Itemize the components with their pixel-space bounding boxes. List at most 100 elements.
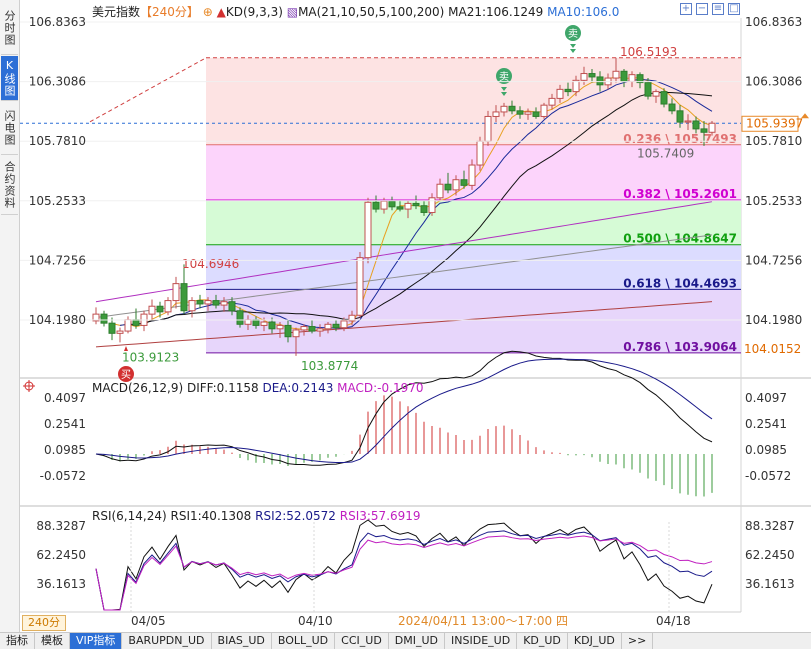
tab-kdj[interactable]: KDJ_UD — [568, 633, 622, 649]
candle — [204, 297, 212, 311]
rsi-params[interactable]: RSI(6,14,24) — [92, 509, 167, 523]
indicator-tab-bar: 指标 模板 VIP指标 BARUPDN_UD BIAS_UD BOLL_UD C… — [0, 632, 811, 649]
candle — [508, 100, 516, 115]
macd-tick-right: 0.2541 — [745, 417, 787, 431]
tab-kline-chart[interactable]: K线图 — [1, 56, 18, 101]
ma-label[interactable]: MA(21,10,50,5,100,200) — [298, 5, 445, 19]
tab-bias[interactable]: BIAS_UD — [212, 633, 272, 649]
price-tick-right: 104.1980 — [745, 313, 802, 327]
candle — [116, 327, 124, 343]
high-price-label: 106.5193 — [620, 45, 677, 59]
candle — [276, 322, 284, 338]
candle — [316, 324, 324, 337]
rsi-tick-left: 36.1613 — [36, 577, 86, 591]
macd-tick-left: 0.4097 — [44, 391, 86, 405]
candle — [556, 84, 564, 103]
time-label-0405: 04/05 — [131, 614, 166, 628]
fib-level-label: 0.236 \ 105.7493 — [623, 132, 737, 146]
candle — [564, 82, 572, 97]
sell-signal-marker-2[interactable]: 卖 — [496, 68, 512, 96]
tab-flash-chart[interactable]: 闪电图 — [1, 102, 18, 155]
candle — [460, 170, 468, 189]
candle — [588, 69, 596, 83]
buy-signal-marker[interactable]: 买 — [118, 346, 134, 382]
ma21-value: MA21:106.1249 — [448, 5, 544, 19]
candle — [332, 319, 340, 332]
tab-time-chart[interactable]: 分时图 — [1, 2, 18, 55]
candle — [228, 297, 236, 316]
candle — [372, 195, 380, 213]
rsi1-value: RSI1:40.1308 — [170, 509, 252, 523]
candle — [292, 327, 300, 356]
price-tick-left: 105.2533 — [29, 194, 86, 208]
tab-inside[interactable]: INSIDE_UD — [445, 633, 518, 649]
left-high-label: 104.6946 — [182, 257, 239, 271]
macd-diff-line — [95, 350, 713, 466]
zoom-in-icon[interactable]: + — [680, 3, 692, 15]
price-tick-right: 104.7256 — [745, 253, 802, 267]
tab-contract-info[interactable]: 合约资料 — [1, 156, 18, 215]
candle — [636, 72, 644, 89]
macd-tick-left: -0.0572 — [40, 469, 86, 483]
maximize-icon[interactable]: □ — [728, 3, 740, 15]
price-tick-right: 106.3086 — [745, 75, 802, 89]
tab-templates[interactable]: 模板 — [35, 633, 70, 649]
settings-icon[interactable]: ≡ — [712, 3, 724, 15]
rsi-tick-right: 62.2450 — [745, 548, 795, 562]
candle — [660, 88, 668, 108]
tab-kd[interactable]: KD_UD — [517, 633, 568, 649]
period-tag[interactable]: 【240分】 — [140, 5, 199, 19]
candle — [164, 297, 172, 316]
candle — [180, 264, 188, 315]
candle — [484, 110, 492, 146]
rsi-tick-right: 88.3287 — [745, 519, 795, 533]
candle — [92, 307, 100, 325]
candle — [220, 297, 228, 312]
rsi-axis: 88.3287 88.3287 62.2450 62.2450 36.1613 36.16… — [36, 519, 794, 591]
rsi-tick-left: 88.3287 — [36, 519, 86, 533]
rsi3-value: RSI3:57.6919 — [339, 509, 421, 523]
sell-signal-marker-1[interactable]: 卖 — [565, 25, 581, 53]
fibonacci-zones — [206, 57, 741, 353]
candle — [540, 102, 548, 119]
price-tick-right: 105.2533 — [745, 194, 802, 208]
rsi-panel: 88.3287 88.3287 62.2450 62.2450 36.1613 36.16… — [36, 519, 795, 611]
tab-boll[interactable]: BOLL_UD — [272, 633, 336, 649]
candle — [148, 299, 156, 320]
candle — [548, 93, 556, 110]
tab-vip-indicators[interactable]: VIP指标 — [70, 633, 123, 649]
time-label-0418: 04/18 — [656, 614, 691, 628]
candle — [348, 310, 356, 326]
tab-more[interactable]: >> — [622, 633, 654, 649]
candle — [300, 324, 308, 336]
price-tick-left: 104.7256 — [29, 253, 86, 267]
panel-settings-icon[interactable] — [23, 380, 35, 392]
candle — [612, 57, 620, 83]
ma-indicator-icon: ▧ — [286, 5, 299, 19]
macd-tick-right: 0.0985 — [745, 443, 787, 457]
candle — [652, 89, 660, 103]
ma21-line — [127, 91, 713, 325]
add-indicator-icon[interactable]: ⊕ — [202, 5, 213, 19]
tab-cci[interactable]: CCI_UD — [335, 633, 389, 649]
tab-barupdn[interactable]: BARUPDN_UD — [122, 633, 212, 649]
tab-dmi[interactable]: DMI_UD — [389, 633, 446, 649]
candle — [404, 201, 412, 219]
macd-tick-right: -0.0572 — [745, 469, 791, 483]
price-axis: 106.8363 106.8363 106.3086 106.3086 105.7810… — [20, 15, 802, 327]
macd-params[interactable]: MACD(26,12,9) — [92, 381, 184, 395]
kd-label[interactable]: KD(9,3,3) — [225, 5, 283, 19]
current-price-value: 105.9397 — [746, 116, 803, 130]
candle — [668, 98, 676, 115]
fib-zone-0-236 — [206, 57, 741, 145]
zoom-out-icon[interactable]: − — [696, 3, 708, 15]
tab-indicators[interactable]: 指标 — [0, 633, 35, 649]
candle — [284, 319, 292, 343]
candle — [412, 195, 420, 210]
period-selector[interactable]: 240分 — [22, 615, 66, 631]
macd-macd-value: MACD:-0.1970 — [337, 381, 424, 395]
kd-indicator-icon: ▲ — [216, 5, 226, 19]
candlestick-series — [92, 57, 716, 356]
ma10-value: MA10:106.0 — [547, 5, 620, 19]
